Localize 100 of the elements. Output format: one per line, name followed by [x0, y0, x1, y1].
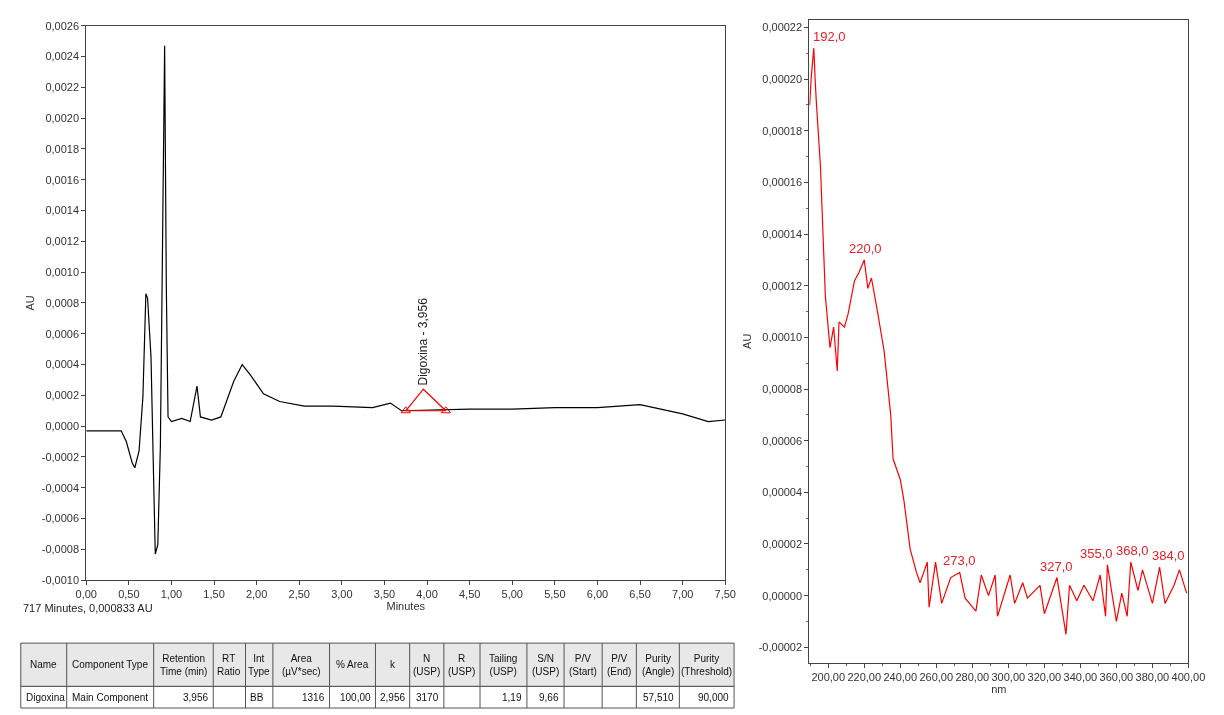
x-tick-label: 3,00: [331, 588, 353, 601]
text: % Area: [336, 659, 369, 670]
y-tick-label: 0,0012: [45, 235, 80, 248]
y-tick-label: 0,00016: [762, 176, 803, 189]
x-tick-label: 2,50: [288, 588, 310, 601]
y-tick-label: 0,0014: [45, 204, 80, 217]
y-tick-label: -0,0002: [41, 450, 80, 463]
x-tick-label: 3,50: [373, 588, 396, 601]
y-tick-label: 0,0020: [45, 111, 80, 124]
x-tick-label: 260,00: [919, 670, 954, 683]
text: 3,956: [183, 692, 209, 703]
x-tick-label: 220,00: [847, 670, 882, 683]
x-tick-label: 340,00: [1063, 670, 1098, 683]
text: Tailing (USP): [489, 653, 518, 677]
y-tick-label: 0,00014: [762, 227, 803, 240]
x-tick-label: 280,00: [955, 670, 990, 683]
text: 90,000: [698, 692, 730, 703]
x-tick-label: 5,00: [501, 588, 523, 601]
x-tick-label: 320,00: [1027, 670, 1062, 683]
y-tick-label: 0,00008: [762, 382, 803, 395]
y-tick-label: 0,0002: [45, 389, 80, 402]
y-tick-label: 0,0022: [45, 81, 80, 94]
text: P/V (Start): [569, 653, 597, 677]
text: 57,510: [643, 692, 675, 703]
y-tick-label: 0,0026: [45, 19, 80, 32]
y-tick-label: 0,00018: [762, 124, 803, 137]
text: Purity (Threshold): [681, 653, 733, 677]
y-axis-title: AU: [24, 295, 37, 311]
text: R (USP): [448, 653, 476, 677]
text: k: [390, 659, 396, 670]
y-tick-label: 0,00006: [762, 434, 803, 447]
text: Main Component: [72, 692, 149, 703]
annotation: 192,0: [813, 29, 846, 44]
annotation: 327,0: [1040, 559, 1073, 574]
y-tick-label: -0,0004: [41, 481, 80, 494]
y-tick-label: 0,00022: [762, 21, 803, 34]
text: Purity (Angle): [642, 653, 675, 677]
y-tick-label: -0,0010: [41, 574, 80, 587]
x-tick-label: 400,00: [1171, 670, 1206, 683]
annotation: 355,0: [1080, 546, 1113, 561]
text: N (USP): [413, 653, 441, 677]
y-tick-label: 0,0016: [45, 173, 80, 186]
y-tick-label: 0,0018: [45, 142, 80, 155]
x-tick-label: 6,00: [586, 588, 609, 601]
y-tick-label: 0,00004: [762, 486, 803, 499]
text: Int Type: [248, 653, 271, 677]
annotation: Digoxina - 3,956: [416, 297, 431, 386]
text: Digoxina: [26, 692, 66, 703]
x-tick-label: 4,50: [458, 588, 481, 601]
y-tick-label: -0,0006: [41, 512, 80, 525]
y-tick-label: 0,0004: [45, 358, 80, 371]
text: P/V (End): [607, 653, 632, 677]
text: 1316: [302, 692, 325, 703]
y-tick-label: 0,00012: [762, 279, 803, 292]
x-tick-label: 4,00: [416, 588, 438, 601]
y-tick-label: 0,00020: [762, 73, 803, 86]
x-tick-label: 1,00: [160, 588, 183, 601]
y-tick-label: -0,0008: [41, 543, 80, 556]
x-tick-label: 0,50: [118, 588, 140, 601]
annotation: 384,0: [1152, 548, 1185, 563]
x-tick-label: 240,00: [883, 670, 918, 683]
x-tick-label: 5,50: [544, 588, 566, 601]
text: 9,66: [539, 692, 559, 703]
y-tick-label: 0,00010: [762, 331, 803, 344]
text: 1,19: [502, 692, 522, 703]
y-tick-label: 0,0000: [45, 420, 80, 433]
x-tick-label: 2,00: [245, 588, 268, 601]
annotation: 220,0: [849, 241, 882, 256]
x-tick-label: 300,00: [991, 670, 1026, 683]
x-axis-title: Minutes: [386, 600, 426, 613]
text: BB: [250, 692, 264, 703]
text: RT Ratio: [217, 653, 241, 677]
y-tick-label: 0,00000: [762, 589, 803, 602]
y-axis-title: AU: [741, 333, 754, 349]
text: 3170: [416, 692, 439, 703]
x-tick-label: 7,00: [671, 588, 694, 601]
x-tick-label: 380,00: [1135, 670, 1170, 683]
text: 100,00: [340, 692, 372, 703]
y-tick-label: 0,0010: [45, 265, 80, 278]
text: Name: [30, 659, 58, 670]
y-tick-label: -0,00002: [758, 641, 803, 654]
y-tick-label: 0,0024: [45, 50, 80, 63]
y-tick-label: 0,00002: [762, 537, 803, 550]
y-tick-label: 0,0006: [45, 327, 80, 340]
x-tick-label: 7,50: [714, 588, 736, 601]
text: Area (µV*sec): [282, 653, 321, 677]
x-axis-title: nm: [991, 682, 1007, 695]
x-tick-label: 0,00: [75, 588, 97, 601]
x-tick-label: 200,00: [811, 670, 846, 683]
text: Component Type: [72, 659, 149, 670]
y-tick-label: 0,0008: [45, 296, 80, 309]
x-tick-label: 6,50: [629, 588, 651, 601]
x-tick-label: 360,00: [1099, 670, 1134, 683]
annotation: 273,0: [943, 553, 976, 568]
text: 717 Minutes, 0,000833 AU: [23, 602, 153, 614]
text: S/N (USP): [532, 653, 560, 677]
text: 2,956: [380, 692, 406, 703]
annotation: 368,0: [1116, 543, 1149, 558]
text: Retention Time (min): [160, 653, 208, 677]
x-tick-label: 1,50: [203, 588, 225, 601]
